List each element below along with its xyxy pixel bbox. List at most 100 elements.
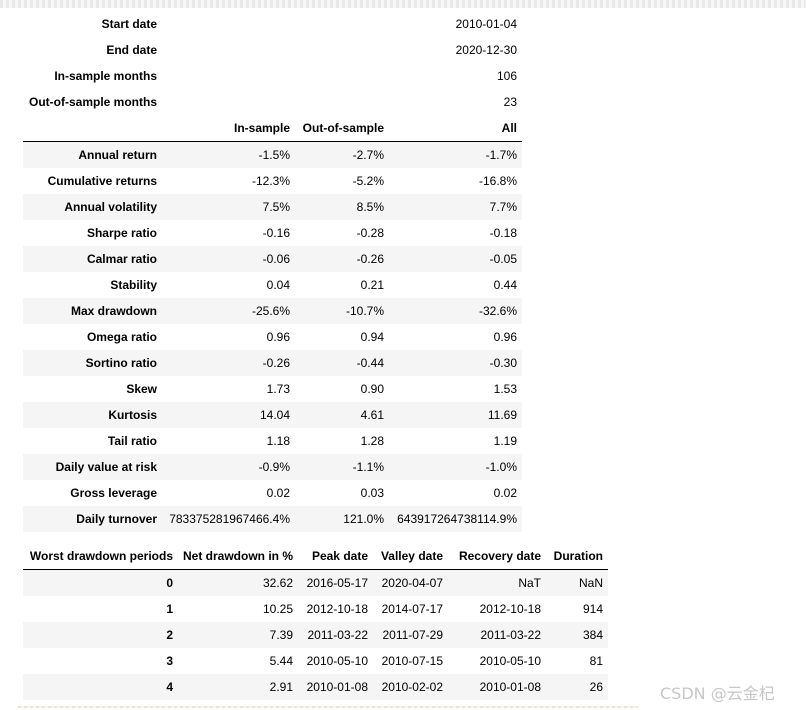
table-row: Gross leverage 0.02 0.03 0.02 <box>23 480 522 506</box>
out-of-sample-value: -10.7% <box>345 304 384 318</box>
column-header-worst-drawdown-periods: Worst drawdown periods <box>23 543 178 570</box>
valley-date-value: 2011-07-29 <box>382 628 444 642</box>
all-value: -0.18 <box>489 226 517 240</box>
all-value: 1.19 <box>493 434 517 448</box>
table-row: Daily value at risk -0.9% -1.1% -1.0% <box>23 454 522 480</box>
table-row: Sortino ratio -0.26 -0.44 -0.30 <box>23 350 522 376</box>
out-of-sample-months-label: Out-of-sample months <box>29 95 157 109</box>
duration-value: 81 <box>589 654 603 668</box>
performance-stats-table: Start date 2010-01-04 End date 2020-12-3… <box>23 11 522 532</box>
all-value: 0.02 <box>493 486 517 500</box>
performance-stats-body: Annual return -1.5% -2.7% -1.7% Cumulati… <box>23 141 522 532</box>
in-sample-value: 0.04 <box>266 278 290 292</box>
peak-date-value: 2010-01-08 <box>306 680 368 694</box>
all-value: 11.69 <box>487 408 517 422</box>
in-sample-value: -12.3% <box>251 174 290 188</box>
all-value: -16.8% <box>478 174 517 188</box>
table-row: 4 2.91 2010-01-08 2010-02-02 2010-01-08 … <box>23 674 608 700</box>
table-row: Skew 1.73 0.90 1.53 <box>23 376 522 402</box>
table-row: 1 10.25 2012-10-18 2014-07-17 2012-10-18… <box>23 596 608 622</box>
drawdowns-column-header-row: Worst drawdown periods Net drawdown in %… <box>23 543 608 570</box>
in-sample-value: 1.18 <box>266 434 290 448</box>
table-row: Tail ratio 1.18 1.28 1.19 <box>23 428 522 454</box>
table-row: Kurtosis 14.04 4.61 11.69 <box>23 402 522 428</box>
recovery-date-value: NaT <box>518 576 541 590</box>
all-value: -0.05 <box>489 252 517 266</box>
bottom-separator <box>18 706 638 708</box>
end-date-value: 2020-12-30 <box>455 43 517 57</box>
table-row: Calmar ratio -0.06 -0.26 -0.05 <box>23 246 522 272</box>
column-header-net-drawdown: Net drawdown in % <box>178 543 298 570</box>
all-value: -1.7% <box>485 148 517 162</box>
metric-label: Max drawdown <box>70 304 157 318</box>
out-of-sample-value: -0.28 <box>356 226 384 240</box>
valley-date-value: 2010-02-02 <box>381 680 443 694</box>
metric-label: Sharpe ratio <box>86 226 157 240</box>
metric-label: Tail ratio <box>107 434 157 448</box>
net-drawdown-value: 2.91 <box>269 680 293 694</box>
valley-date-value: 2010-07-15 <box>381 654 443 668</box>
drawdown-index: 3 <box>166 654 173 668</box>
metric-label: Daily turnover <box>76 512 157 526</box>
duration-value: 26 <box>589 680 603 694</box>
all-value: -32.6% <box>478 304 517 318</box>
all-value: 7.7% <box>489 200 517 214</box>
summary-row-in-sample-months: In-sample months 106 <box>23 63 522 89</box>
out-of-sample-value: -5.2% <box>352 174 384 188</box>
valley-date-value: 2014-07-17 <box>381 602 443 616</box>
duration-value: 384 <box>582 628 603 642</box>
recovery-date-value: 2010-05-10 <box>479 654 541 668</box>
column-header-recovery-date: Recovery date <box>448 543 546 570</box>
table-row: 2 7.39 2011-03-22 2011-07-29 2011-03-22 … <box>23 622 608 648</box>
performance-stats-header: Start date 2010-01-04 End date 2020-12-3… <box>23 11 522 142</box>
in-sample-months-label: In-sample months <box>54 69 157 83</box>
metric-label: Kurtosis <box>108 408 157 422</box>
all-value: -1.0% <box>485 460 517 474</box>
table-row: Annual volatility 7.5% 8.5% 7.7% <box>23 194 522 220</box>
metric-label: Gross leverage <box>70 486 157 500</box>
column-header-in-sample: In-sample <box>162 115 295 142</box>
metric-label: Annual volatility <box>64 200 157 214</box>
in-sample-value: -0.16 <box>262 226 290 240</box>
out-of-sample-value: 8.5% <box>356 200 384 214</box>
net-drawdown-value: 10.25 <box>262 602 293 616</box>
in-sample-value: 7.5% <box>262 200 290 214</box>
summary-row-out-of-sample-months: Out-of-sample months 23 <box>23 89 522 115</box>
table-row: Stability 0.04 0.21 0.44 <box>23 272 522 298</box>
out-of-sample-value: 0.94 <box>360 330 384 344</box>
table-row: 3 5.44 2010-05-10 2010-07-15 2010-05-10 … <box>23 648 608 674</box>
metric-label: Daily value at risk <box>55 460 157 474</box>
end-date-label: End date <box>106 43 157 57</box>
start-date-value: 2010-01-04 <box>455 17 517 31</box>
duration-value: 914 <box>582 602 603 616</box>
table-row: Cumulative returns -12.3% -5.2% -16.8% <box>23 168 522 194</box>
table-row: Daily turnover 783375281967466.4% 121.0%… <box>23 506 522 532</box>
top-separator <box>0 0 806 8</box>
out-of-sample-value: -2.7% <box>352 148 384 162</box>
metric-label: Sortino ratio <box>85 356 157 370</box>
out-of-sample-months-value: 23 <box>503 95 517 109</box>
peak-date-value: 2016-05-17 <box>306 576 368 590</box>
in-sample-value: 0.02 <box>266 486 290 500</box>
out-of-sample-value: 0.03 <box>360 486 384 500</box>
drawdowns-header: Worst drawdown periods Net drawdown in %… <box>23 543 608 570</box>
in-sample-value: -0.9% <box>258 460 290 474</box>
in-sample-value: -1.5% <box>258 148 290 162</box>
valley-date-value: 2020-04-07 <box>381 576 443 590</box>
peak-date-value: 2011-03-22 <box>307 628 369 642</box>
summary-row-start-date: Start date 2010-01-04 <box>23 11 522 37</box>
drawdown-index: 4 <box>166 680 173 694</box>
worst-drawdowns-table: Worst drawdown periods Net drawdown in %… <box>23 543 608 700</box>
metric-label: Stability <box>110 278 157 292</box>
csdn-watermark: CSDN @云金杞 <box>660 684 775 703</box>
peak-date-value: 2012-10-18 <box>306 602 368 616</box>
out-of-sample-value: -0.44 <box>356 356 384 370</box>
in-sample-value: -0.06 <box>262 252 290 266</box>
out-of-sample-value: -0.26 <box>356 252 384 266</box>
column-header-valley-date: Valley date <box>373 543 448 570</box>
metric-label: Calmar ratio <box>86 252 157 266</box>
all-value: 643917264738114.9% <box>397 512 517 526</box>
column-header-duration: Duration <box>546 543 608 570</box>
drawdowns-body: 0 32.62 2016-05-17 2020-04-07 NaT NaN 1 … <box>23 569 608 700</box>
net-drawdown-value: 5.44 <box>269 654 293 668</box>
